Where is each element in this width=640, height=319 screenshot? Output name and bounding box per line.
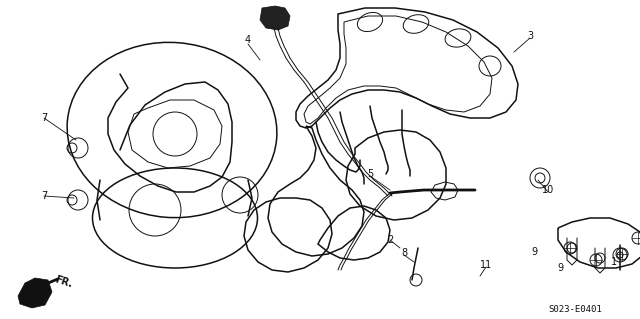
Text: 9: 9 xyxy=(557,263,563,273)
Text: 7: 7 xyxy=(41,113,47,123)
Polygon shape xyxy=(18,278,52,308)
Text: 11: 11 xyxy=(480,260,492,270)
Text: 10: 10 xyxy=(542,185,554,195)
Text: FR.: FR. xyxy=(54,274,74,290)
Text: 2: 2 xyxy=(387,235,393,245)
Text: 4: 4 xyxy=(245,35,251,45)
Polygon shape xyxy=(260,6,290,30)
Text: 7: 7 xyxy=(41,191,47,201)
Text: S023-E0401: S023-E0401 xyxy=(548,306,602,315)
Text: 5: 5 xyxy=(367,169,373,179)
Text: 8: 8 xyxy=(401,248,407,258)
Text: 1: 1 xyxy=(611,257,617,267)
Text: 9: 9 xyxy=(531,247,537,257)
Text: 3: 3 xyxy=(527,31,533,41)
